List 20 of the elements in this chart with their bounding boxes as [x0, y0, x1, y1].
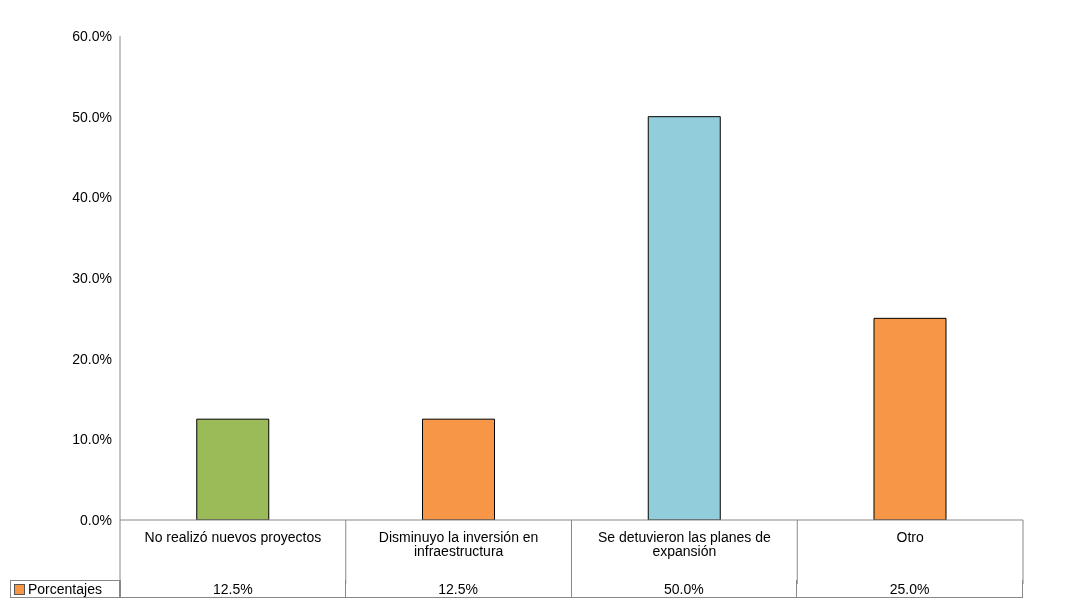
x-tick-label: Se detuvieron las planes de expansión: [597, 528, 771, 559]
bar: [196, 418, 270, 520]
x-tick-label: Otro: [896, 528, 924, 545]
y-tick-label: 60.0%: [72, 27, 112, 44]
y-tick-label: 50.0%: [72, 108, 112, 125]
data-label: 12.5%: [345, 580, 572, 598]
data-label: 50.0%: [571, 580, 798, 598]
bar: [647, 116, 721, 520]
y-tick-label: 0.0%: [80, 511, 112, 528]
bar: [873, 317, 947, 520]
y-tick-label: 20.0%: [72, 350, 112, 367]
bar: [422, 418, 496, 520]
x-tick-label: No realizó nuevos proyectos: [144, 528, 322, 545]
data-label: 25.0%: [797, 580, 1023, 598]
x-tick-label: Disminuyo la inversión en infraestructura: [378, 528, 539, 559]
y-tick-label: 10.0%: [72, 431, 112, 448]
data-label: 12.5%: [120, 580, 346, 598]
y-tick-label: 30.0%: [72, 269, 112, 286]
legend-label: Porcentajes: [28, 581, 102, 597]
y-tick-label: 40.0%: [72, 189, 112, 206]
